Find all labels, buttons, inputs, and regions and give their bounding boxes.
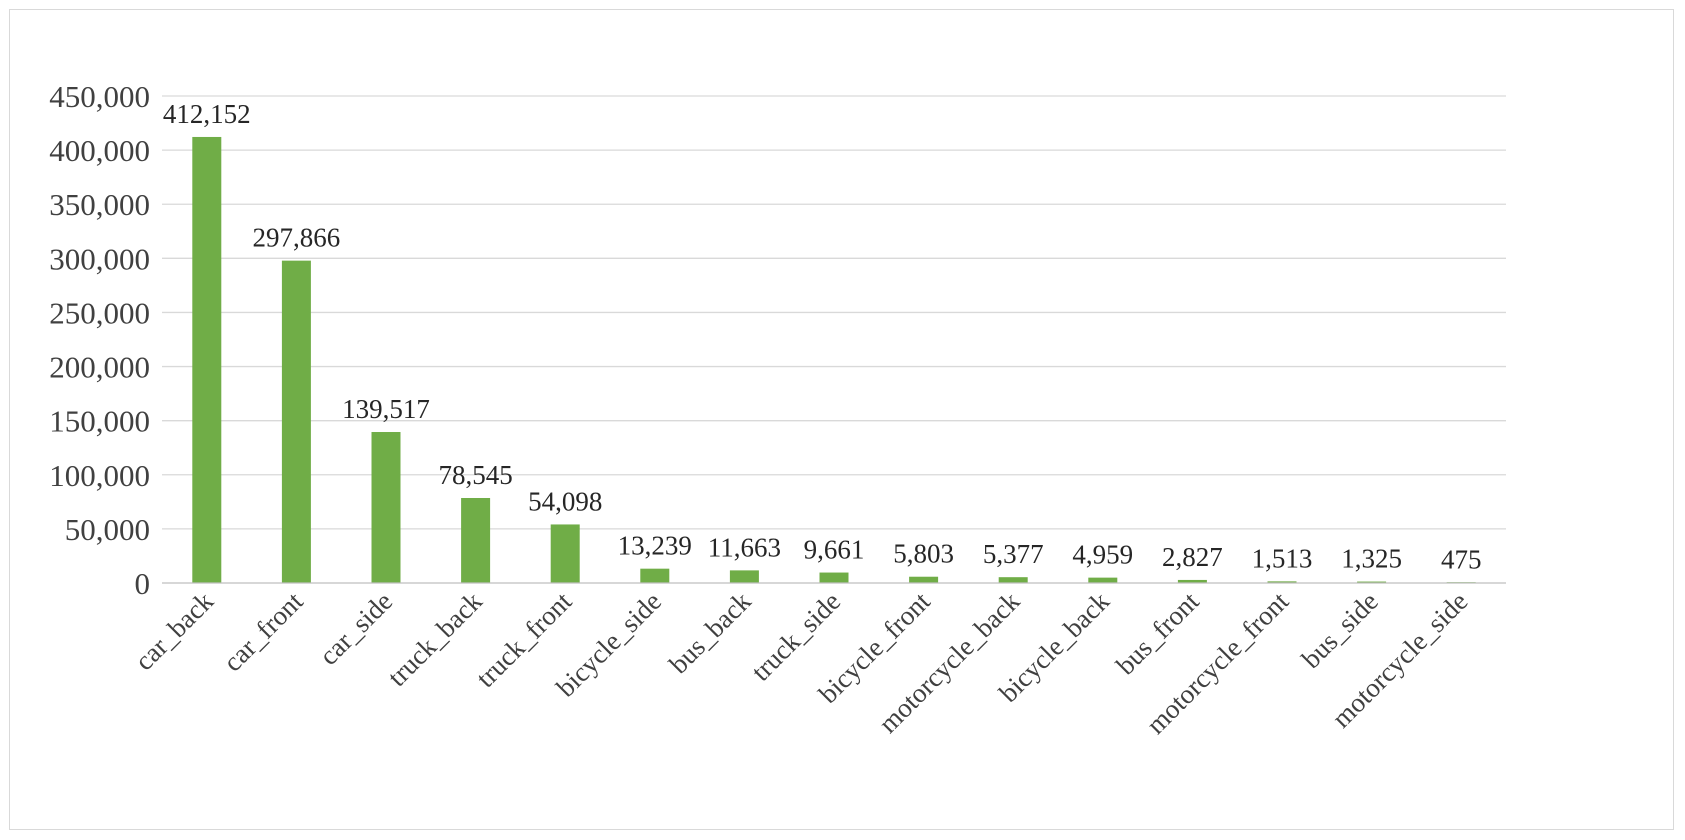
x-tick-label: car_front (217, 586, 309, 678)
bar-chart: 0 50,000 100,000 150,000 200,000 250,000 300,0… (49, 79, 1506, 740)
data-label: 4,959 (1072, 540, 1133, 570)
data-label: 54,098 (528, 486, 602, 516)
data-label: 1,325 (1341, 544, 1402, 574)
x-tick-label: bus_side (1296, 586, 1384, 674)
bar-bus_back (729, 570, 759, 583)
bar-car_back (192, 136, 222, 583)
data-label: 78,545 (438, 460, 512, 490)
bar-motorcycle_back (998, 577, 1028, 583)
bar-truck_back (461, 497, 491, 583)
y-tick-label: 0 (135, 566, 151, 601)
data-label: 5,377 (983, 539, 1044, 569)
bars (192, 136, 1476, 583)
bar-bus_front (1177, 579, 1207, 583)
y-axis-tick-labels: 0 50,000 100,000 150,000 200,000 250,000 300,0… (49, 79, 150, 601)
data-label: 13,239 (618, 531, 692, 561)
bar-bicycle_back (1088, 577, 1118, 583)
x-tick-label: bus_back (663, 586, 757, 680)
data-label: 11,663 (708, 532, 781, 562)
data-label: 2,827 (1162, 542, 1223, 572)
data-labels: 412,152 297,866 139,517 78,545 54,098 13,239 1… (163, 99, 1482, 575)
y-tick-label: 450,000 (49, 79, 150, 114)
bar-truck_front (550, 524, 580, 583)
gridlines (162, 95, 1506, 530)
bar-car_front (281, 260, 311, 583)
bar-bicycle_side (640, 568, 670, 583)
y-tick-label: 150,000 (49, 404, 150, 439)
x-tick-label: truck_back (382, 586, 488, 692)
y-tick-label: 250,000 (49, 295, 150, 330)
bar-truck_side (819, 572, 849, 583)
chart-frame: 0 50,000 100,000 150,000 200,000 250,000 300,0… (9, 9, 1674, 830)
bar-motorcycle_front (1267, 581, 1297, 583)
x-tick-label: car_side (313, 586, 398, 671)
data-label: 139,517 (342, 394, 430, 424)
data-label: 297,866 (253, 223, 341, 253)
x-tick-label: bus_front (1110, 586, 1205, 681)
data-label: 5,803 (893, 539, 954, 569)
bar-car_side (371, 432, 401, 583)
y-tick-label: 400,000 (49, 133, 150, 168)
data-label: 9,661 (804, 535, 865, 565)
data-label: 475 (1441, 544, 1482, 574)
y-tick-label: 350,000 (49, 187, 150, 222)
data-label: 412,152 (163, 99, 251, 129)
bar-bus_side (1357, 581, 1387, 583)
y-tick-label: 50,000 (65, 512, 150, 547)
y-tick-label: 300,000 (49, 241, 150, 276)
bar-bicycle_front (909, 576, 939, 583)
y-tick-label: 200,000 (49, 350, 150, 385)
data-label: 1,513 (1252, 543, 1313, 573)
y-tick-label: 100,000 (49, 458, 150, 493)
